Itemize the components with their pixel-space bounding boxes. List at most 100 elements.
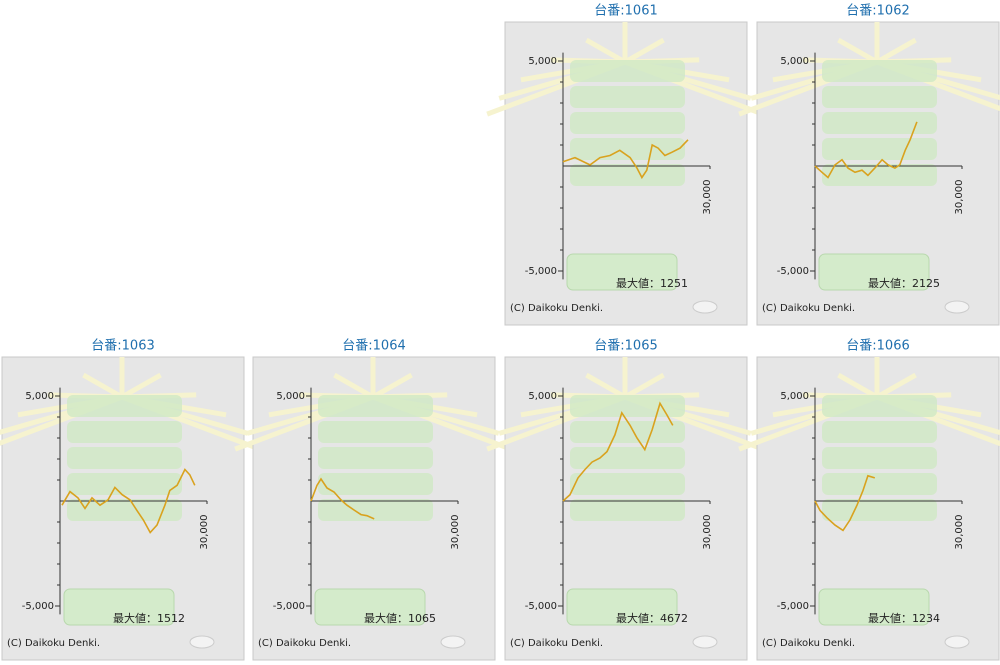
chart-panel: 台番:1062 5,000 -5,000 30,000 最大値：2125 (C) Daik… bbox=[738, 4, 1000, 326]
y-tick-label: 5,000 bbox=[780, 391, 809, 402]
decor-drum bbox=[822, 421, 937, 443]
decor-ray bbox=[875, 37, 917, 65]
decor-ray bbox=[120, 372, 162, 400]
chart-title: 台番:1066 bbox=[846, 339, 909, 354]
credit: (C) Daikoku Denki. bbox=[7, 638, 100, 649]
data-line bbox=[562, 139, 689, 180]
decor-tray bbox=[566, 588, 678, 626]
max-value-label: 最大値：4672 bbox=[616, 611, 688, 625]
credit: (C) Daikoku Denki. bbox=[762, 638, 855, 649]
y-tick-label: -5,000 bbox=[777, 601, 809, 612]
credit: (C) Daikoku Denki. bbox=[258, 638, 351, 649]
chart-title: 台番:1064 bbox=[342, 339, 405, 354]
decor-drum bbox=[822, 447, 937, 469]
decor-drum bbox=[318, 421, 433, 443]
data-line bbox=[562, 401, 674, 502]
decor-ray bbox=[333, 372, 375, 400]
decor-drum bbox=[67, 447, 182, 469]
decor-drum bbox=[318, 499, 433, 521]
decor-ray bbox=[371, 372, 413, 400]
decor-drum bbox=[570, 60, 685, 82]
chart-title: 台番:1062 bbox=[846, 4, 909, 19]
max-value-label: 最大値：1234 bbox=[868, 611, 940, 625]
decor-coin bbox=[944, 635, 970, 649]
decor-ray bbox=[837, 37, 879, 65]
max-value-label: 最大値：1251 bbox=[616, 276, 688, 290]
decor-coin bbox=[692, 635, 718, 649]
chart-panel: 台番:1066 5,000 -5,000 30,000 最大値：1234 (C) Daik… bbox=[738, 339, 1000, 661]
decor-ray bbox=[585, 37, 627, 65]
decor-drum bbox=[570, 499, 685, 521]
data-line bbox=[814, 121, 918, 179]
decor-drum bbox=[318, 473, 433, 495]
decor-drum bbox=[570, 447, 685, 469]
credit: (C) Daikoku Denki. bbox=[510, 638, 603, 649]
decor-coin bbox=[944, 300, 970, 314]
x-tick-label: 30,000 bbox=[954, 180, 965, 215]
decor-ray bbox=[585, 372, 627, 400]
decor-ray bbox=[623, 37, 665, 65]
decor-drum bbox=[822, 164, 937, 186]
decor-drum bbox=[822, 60, 937, 82]
y-tick-label: 5,000 bbox=[528, 391, 557, 402]
chart-panel: 台番:1065 5,000 -5,000 30,000 最大値：4672 (C) Daik… bbox=[486, 339, 764, 661]
decor-tray bbox=[63, 588, 175, 626]
decor-drum bbox=[570, 473, 685, 495]
decor-ray bbox=[82, 372, 124, 400]
decor-drum bbox=[318, 395, 433, 417]
y-tick-label: 5,000 bbox=[25, 391, 54, 402]
decor-drum bbox=[67, 473, 182, 495]
decor-drum bbox=[67, 499, 182, 521]
decor-drum bbox=[67, 395, 182, 417]
decor-coin bbox=[440, 635, 466, 649]
chart-title: 台番:1063 bbox=[91, 339, 154, 354]
data-line bbox=[814, 474, 876, 532]
x-tick-label: 30,000 bbox=[702, 180, 713, 215]
decor-drum bbox=[570, 395, 685, 417]
x-tick-label: 30,000 bbox=[702, 515, 713, 550]
credit: (C) Daikoku Denki. bbox=[762, 303, 855, 314]
y-tick-label: 5,000 bbox=[276, 391, 305, 402]
decor-tray bbox=[818, 588, 930, 626]
decor-drum bbox=[822, 499, 937, 521]
decor-drum bbox=[570, 138, 685, 160]
decor-tray bbox=[818, 253, 930, 291]
x-tick-label: 30,000 bbox=[954, 515, 965, 550]
max-value-label: 最大値：2125 bbox=[868, 276, 940, 290]
decor-drum bbox=[822, 86, 937, 108]
decor-drum bbox=[318, 447, 433, 469]
y-tick-label: 5,000 bbox=[780, 56, 809, 67]
decor-drum bbox=[570, 421, 685, 443]
decor-drum bbox=[822, 138, 937, 160]
decor-drum bbox=[67, 421, 182, 443]
y-tick-label: -5,000 bbox=[525, 266, 557, 277]
decor-ray bbox=[875, 372, 917, 400]
data-line bbox=[61, 468, 196, 534]
y-tick-label: -5,000 bbox=[273, 601, 305, 612]
decor-drum bbox=[570, 164, 685, 186]
decor-drum bbox=[822, 395, 937, 417]
credit: (C) Daikoku Denki. bbox=[510, 303, 603, 314]
decor-drum bbox=[570, 112, 685, 134]
chart-title: 台番:1065 bbox=[594, 339, 657, 354]
max-value-label: 最大値：1512 bbox=[113, 611, 185, 625]
decor-tray bbox=[566, 253, 678, 291]
chart-panel: 台番:1063 5,000 -5,000 30,000 最大値：1512 (C) Daik… bbox=[0, 339, 261, 661]
y-tick-label: -5,000 bbox=[525, 601, 557, 612]
max-value-label: 最大値：1065 bbox=[364, 611, 436, 625]
chart-panel: 台番:1061 5,000 -5,000 30,000 最大値：1251 (C) Daik… bbox=[486, 4, 764, 326]
y-tick-label: 5,000 bbox=[528, 56, 557, 67]
chart-title: 台番:1061 bbox=[594, 4, 657, 19]
decor-coin bbox=[692, 300, 718, 314]
x-tick-label: 30,000 bbox=[450, 515, 461, 550]
decor-coin bbox=[189, 635, 215, 649]
y-tick-label: -5,000 bbox=[22, 601, 54, 612]
chart-panel: 台番:1064 5,000 -5,000 30,000 最大値：1065 (C) Daik… bbox=[234, 339, 512, 661]
x-tick-label: 30,000 bbox=[199, 515, 210, 550]
decor-ray bbox=[623, 372, 665, 400]
y-tick-label: -5,000 bbox=[777, 266, 809, 277]
decor-ray bbox=[837, 372, 879, 400]
decor-drum bbox=[822, 473, 937, 495]
decor-tray bbox=[314, 588, 426, 626]
